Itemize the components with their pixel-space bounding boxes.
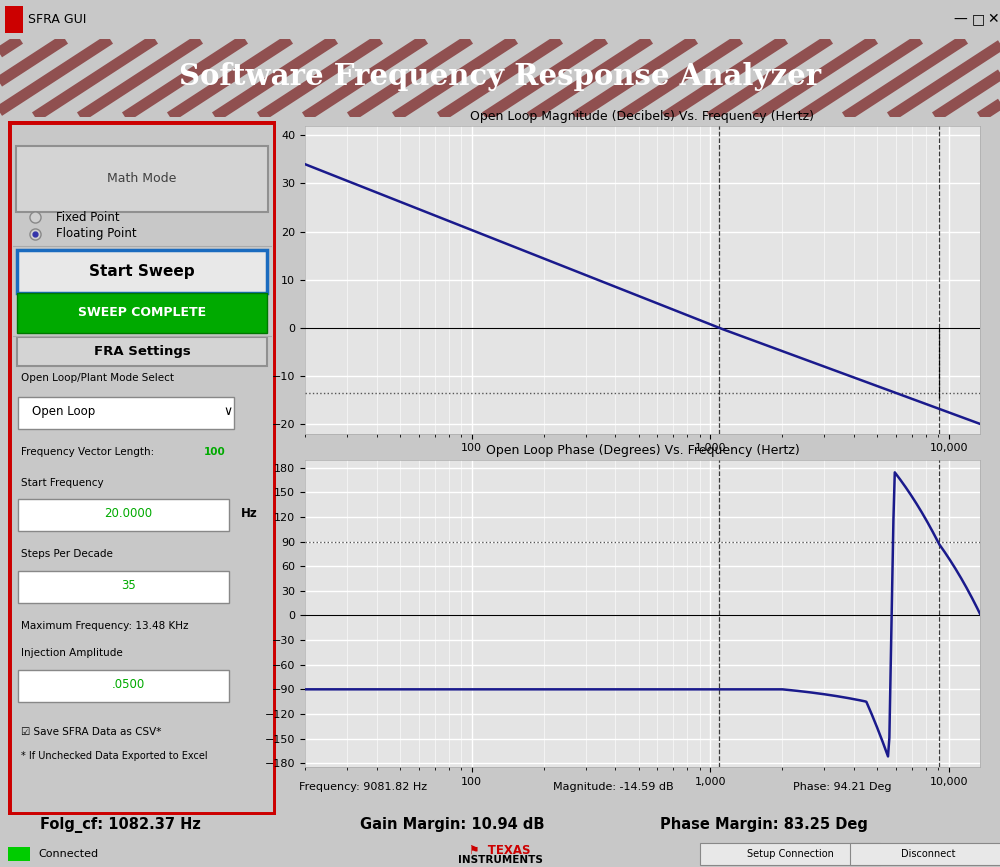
Text: Floating Point: Floating Point [56, 227, 137, 240]
Text: ⚑  TEXAS: ⚑ TEXAS [469, 844, 531, 857]
Text: Phase: 94.21 Deg: Phase: 94.21 Deg [793, 782, 891, 792]
FancyBboxPatch shape [17, 337, 267, 366]
Title: Open Loop Magnitude (Decibels) Vs. Frequency (Hertz): Open Loop Magnitude (Decibels) Vs. Frequ… [471, 110, 814, 123]
FancyBboxPatch shape [17, 250, 267, 293]
Text: Software Frequency Response Analyzer: Software Frequency Response Analyzer [179, 62, 821, 91]
FancyBboxPatch shape [850, 843, 1000, 865]
FancyBboxPatch shape [16, 146, 268, 212]
Text: Steps Per Decade: Steps Per Decade [21, 549, 113, 559]
Text: Start Frequency: Start Frequency [21, 478, 104, 488]
Text: ☑ Save SFRA Data as CSV*: ☑ Save SFRA Data as CSV* [21, 727, 162, 737]
Text: INSTRUMENTS: INSTRUMENTS [458, 856, 542, 865]
Text: —: — [953, 12, 967, 27]
Text: SWEEP COMPLETE: SWEEP COMPLETE [78, 306, 206, 319]
Text: FRA Settings: FRA Settings [94, 345, 190, 358]
Text: * If Unchecked Data Exported to Excel: * If Unchecked Data Exported to Excel [21, 751, 208, 761]
Text: 100: 100 [204, 447, 225, 457]
Text: SFRA GUI: SFRA GUI [28, 13, 86, 26]
Text: Magnitude: -14.59 dB: Magnitude: -14.59 dB [553, 782, 674, 792]
Text: 35: 35 [121, 579, 136, 592]
Text: ✕: ✕ [987, 12, 999, 27]
Bar [8, 847, 30, 861]
Text: Hz: Hz [241, 507, 258, 520]
Text: □: □ [971, 12, 985, 27]
Text: 20.0000: 20.0000 [105, 507, 153, 520]
Text: Frequency Vector Length:: Frequency Vector Length: [21, 447, 161, 457]
Text: .0500: .0500 [112, 678, 145, 691]
Text: Injection Amplitude: Injection Amplitude [21, 649, 123, 658]
FancyBboxPatch shape [18, 670, 229, 702]
Text: Disconnect: Disconnect [901, 849, 955, 859]
Text: Gain Margin: 10.94 dB: Gain Margin: 10.94 dB [360, 817, 544, 832]
Text: Open Loop/Plant Mode Select: Open Loop/Plant Mode Select [21, 373, 174, 383]
Text: Connected: Connected [38, 849, 98, 859]
Text: Math Mode: Math Mode [107, 172, 177, 185]
Bar [5, 6, 23, 33]
Text: Frequency: 9081.82 Hz: Frequency: 9081.82 Hz [299, 782, 427, 792]
Text: Setup Connection: Setup Connection [747, 849, 833, 859]
Text: Fixed Point: Fixed Point [56, 211, 120, 224]
FancyBboxPatch shape [18, 499, 229, 531]
Text: ∨: ∨ [223, 405, 232, 418]
FancyBboxPatch shape [700, 843, 880, 865]
FancyBboxPatch shape [18, 570, 229, 603]
Title: Open Loop Phase (Degrees) Vs. Frequency (Hertz): Open Loop Phase (Degrees) Vs. Frequency … [486, 444, 799, 457]
Text: Open Loop: Open Loop [32, 405, 95, 418]
Text: Phase Margin: 83.25 Deg: Phase Margin: 83.25 Deg [660, 817, 868, 832]
Text: Folg_cf: 1082.37 Hz: Folg_cf: 1082.37 Hz [40, 817, 201, 832]
Text: Start Sweep: Start Sweep [89, 264, 195, 278]
FancyBboxPatch shape [18, 397, 234, 428]
FancyBboxPatch shape [17, 293, 267, 333]
Text: Maximum Frequency: 13.48 KHz: Maximum Frequency: 13.48 KHz [21, 621, 189, 630]
